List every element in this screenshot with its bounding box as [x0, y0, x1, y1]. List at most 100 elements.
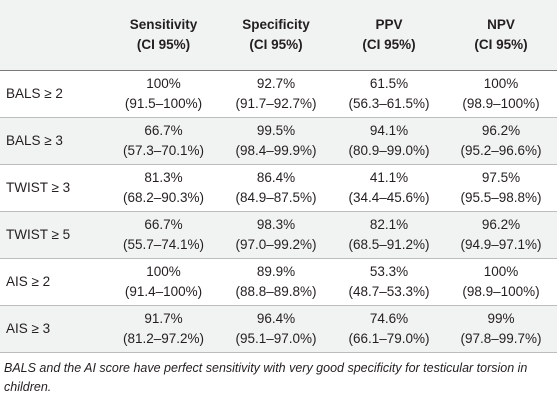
cell-confidence-interval: (68.2–90.3%)	[122, 189, 205, 205]
cell-value: 82.1%	[369, 216, 409, 232]
table-cell: 100% (98.9–100%)	[445, 70, 557, 118]
header-ci: (CI 95%)	[136, 36, 191, 52]
header-title: NPV	[487, 16, 515, 32]
table-cell: 66.7% (57.3–70.1%)	[108, 117, 219, 165]
cell-confidence-interval: (48.7–53.3%)	[348, 283, 430, 299]
cell-value: 99.5%	[256, 122, 296, 138]
cell-confidence-interval: (98.9–100%)	[462, 95, 540, 111]
header-ci: (CI 95%)	[474, 36, 528, 52]
cell-value: 94.1%	[369, 122, 409, 138]
cell-confidence-interval: (98.9–100%)	[462, 283, 540, 299]
row-label: BALS ≥ 2	[0, 70, 108, 118]
diagnostic-accuracy-table: Sensitivity (CI 95%) Specificity (CI 95%…	[0, 0, 557, 353]
table-cell: 82.1% (68.5–91.2%)	[333, 211, 445, 259]
cell-value: 41.1%	[369, 169, 409, 185]
header-npv: NPV (CI 95%)	[445, 0, 557, 71]
cell-value: 91.7%	[144, 310, 183, 326]
header-ppv: PPV (CI 95%)	[333, 0, 445, 71]
table-cell: 98.3% (97.0–99.2%)	[219, 211, 333, 259]
header-corner	[0, 0, 108, 71]
table-cell: 91.7% (81.2–97.2%)	[108, 305, 219, 353]
cell-value: 100%	[483, 263, 519, 279]
cell-value: 74.6%	[369, 310, 409, 326]
cell-value: 66.7%	[144, 122, 183, 138]
cell-value: 100%	[146, 75, 181, 91]
cell-value: 97.5%	[481, 169, 521, 185]
cell-value: 89.9%	[256, 263, 296, 279]
header-ci: (CI 95%)	[249, 36, 303, 52]
cell-confidence-interval: (97.8–99.7%)	[460, 330, 542, 346]
cell-confidence-interval: (91.5–100%)	[124, 95, 203, 111]
table-cell: 94.1% (80.9–99.0%)	[333, 117, 445, 165]
header-row: Sensitivity (CI 95%) Specificity (CI 95%…	[0, 0, 557, 71]
cell-value: 99%	[487, 310, 515, 326]
header-title: PPV	[375, 16, 403, 32]
cell-value: 100%	[146, 263, 181, 279]
table-row: TWIST ≥ 5 66.7% (55.7–74.1%) 98.3% (97.0–99.…	[0, 211, 557, 259]
table-row: AIS ≥ 3 91.7% (81.2–97.2%) 96.4% (95.1–97.0%…	[0, 305, 557, 353]
cell-confidence-interval: (95.1–97.0%)	[235, 330, 317, 346]
table-cell: 89.9% (88.8–89.8%)	[219, 258, 333, 306]
row-label: TWIST ≥ 5	[0, 211, 108, 259]
header-title: Specificity	[242, 16, 310, 32]
table-cell: 100% (98.9–100%)	[445, 258, 557, 306]
table-cell: 41.1% (34.4–45.6%)	[333, 164, 445, 212]
table-cell: 92.7% (91.7–92.7%)	[219, 70, 333, 118]
cell-confidence-interval: (81.2–97.2%)	[122, 330, 205, 346]
cell-confidence-interval: (95.5–98.8%)	[460, 189, 542, 205]
cell-confidence-interval: (55.7–74.1%)	[122, 236, 205, 252]
cell-value: 96.2%	[481, 216, 521, 232]
table-cell: 81.3% (68.2–90.3%)	[108, 164, 219, 212]
cell-confidence-interval: (97.0–99.2%)	[235, 236, 317, 252]
cell-value: 92.7%	[256, 75, 296, 91]
table-cell: 99% (97.8–99.7%)	[445, 305, 557, 353]
results-table-container: Sensitivity (CI 95%) Specificity (CI 95%…	[0, 0, 557, 394]
cell-value: 53.3%	[369, 263, 409, 279]
row-label: TWIST ≥ 3	[0, 164, 108, 212]
table-cell: 61.5% (56.3–61.5%)	[333, 70, 445, 118]
cell-confidence-interval: (80.9–99.0%)	[348, 142, 430, 158]
cell-confidence-interval: (66.1–79.0%)	[348, 330, 430, 346]
cell-value: 96.2%	[481, 122, 521, 138]
cell-confidence-interval: (84.9–87.5%)	[235, 189, 317, 205]
table-header: Sensitivity (CI 95%) Specificity (CI 95%…	[0, 0, 557, 71]
table-cell: 100% (91.4–100%)	[108, 258, 219, 306]
header-title: Sensitivity	[129, 16, 198, 32]
table-cell: 96.4% (95.1–97.0%)	[219, 305, 333, 353]
table-row: BALS ≥ 2 100% (91.5–100%) 92.7% (91.7–92.7%)…	[0, 70, 557, 118]
table-caption: BALS and the AI score have perfect sensi…	[4, 360, 528, 394]
table-cell: 66.7% (55.7–74.1%)	[108, 211, 219, 259]
cell-confidence-interval: (68.5–91.2%)	[348, 236, 430, 252]
cell-confidence-interval: (34.4–45.6%)	[348, 189, 430, 205]
cell-confidence-interval: (91.4–100%)	[124, 283, 203, 299]
row-label: AIS ≥ 3	[0, 305, 108, 353]
header-sensitivity: Sensitivity (CI 95%)	[108, 0, 219, 71]
cell-value: 81.3%	[144, 169, 183, 185]
table-cell: 86.4% (84.9–87.5%)	[219, 164, 333, 212]
row-label: AIS ≥ 2	[0, 258, 108, 306]
cell-value: 98.3%	[256, 216, 296, 232]
table-cell: 96.2% (95.2–96.6%)	[445, 117, 557, 165]
table-cell: 96.2% (94.9–97.1%)	[445, 211, 557, 259]
header-specificity: Specificity (CI 95%)	[219, 0, 333, 71]
row-label: BALS ≥ 3	[0, 117, 108, 165]
cell-confidence-interval: (98.4–99.9%)	[235, 142, 317, 158]
table-body: BALS ≥ 2 100% (91.5–100%) 92.7% (91.7–92.7%)…	[0, 70, 557, 353]
table-cell: 100% (91.5–100%)	[108, 70, 219, 118]
cell-confidence-interval: (91.7–92.7%)	[235, 95, 317, 111]
cell-confidence-interval: (95.2–96.6%)	[460, 142, 542, 158]
cell-confidence-interval: (94.9–97.1%)	[460, 236, 542, 252]
table-row: TWIST ≥ 3 81.3% (68.2–90.3%) 86.4% (84.9–87.…	[0, 164, 557, 212]
cell-confidence-interval: (88.8–89.8%)	[235, 283, 317, 299]
table-row: BALS ≥ 3 66.7% (57.3–70.1%) 99.5% (98.4–99.9…	[0, 117, 557, 165]
cell-value: 100%	[483, 75, 519, 91]
table-cell: 97.5% (95.5–98.8%)	[445, 164, 557, 212]
cell-confidence-interval: (57.3–70.1%)	[122, 142, 205, 158]
table-row: AIS ≥ 2 100% (91.4–100%) 89.9% (88.8–89.8%) 5…	[0, 258, 557, 306]
cell-value: 61.5%	[369, 75, 409, 91]
cell-value: 96.4%	[256, 310, 296, 326]
table-cell: 99.5% (98.4–99.9%)	[219, 117, 333, 165]
header-ci: (CI 95%)	[362, 36, 416, 52]
table-cell: 74.6% (66.1–79.0%)	[333, 305, 445, 353]
cell-value: 66.7%	[144, 216, 183, 232]
